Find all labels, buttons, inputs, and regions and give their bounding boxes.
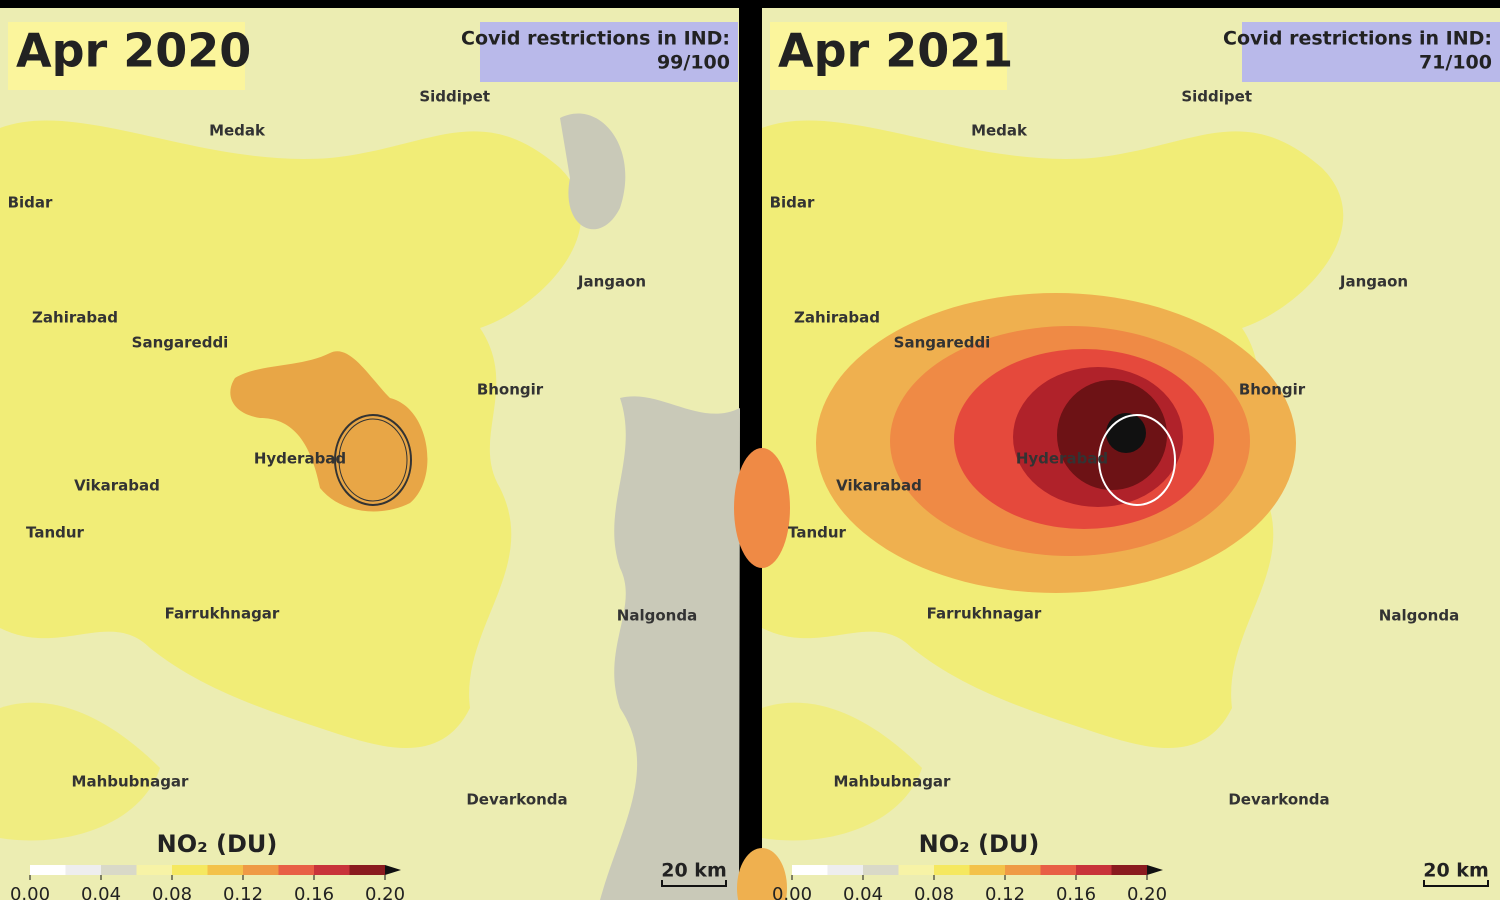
colorbar-segment bbox=[827, 865, 863, 875]
colorbar-segment bbox=[172, 865, 208, 875]
city-label: Devarkonda bbox=[466, 791, 567, 809]
colorbar-segment bbox=[898, 865, 934, 875]
city-label: Vikarabad bbox=[74, 477, 160, 495]
colorbar-tick-label: 0.16 bbox=[1056, 884, 1096, 900]
city-label: Farrukhnagar bbox=[927, 605, 1042, 623]
legend-title: NO₂ (DU) bbox=[919, 830, 1040, 858]
colorbar-segment bbox=[934, 865, 970, 875]
city-label: Hyderabad bbox=[1016, 450, 1108, 468]
colorbar-segment bbox=[314, 865, 350, 875]
restriction-value: 71/100 bbox=[1419, 52, 1492, 74]
city-label: Jangaon bbox=[577, 273, 646, 291]
city-label: Siddipet bbox=[419, 88, 490, 106]
city-label: Nalgonda bbox=[1379, 607, 1459, 625]
no2-contour bbox=[1106, 413, 1146, 453]
no2-yellow bbox=[0, 120, 582, 749]
highlight-ring bbox=[338, 418, 408, 502]
restriction-value: 99/100 bbox=[657, 52, 730, 74]
colorbar-tick-label: 0.04 bbox=[843, 884, 883, 900]
highlight-ring bbox=[1098, 414, 1176, 506]
colorbar-tick-label: 0.20 bbox=[1127, 884, 1167, 900]
no2-orange bbox=[230, 351, 428, 512]
city-label: Tandur bbox=[788, 524, 847, 542]
colorbar-tick-label: 0.20 bbox=[365, 884, 405, 900]
city-label: Zahirabad bbox=[32, 309, 118, 327]
map-panel: Apr 2020 Covid restrictions in IND:99/100… bbox=[0, 8, 740, 900]
colorbar-tick-label: 0.12 bbox=[223, 884, 263, 900]
colorbar-segment bbox=[969, 865, 1005, 875]
colorbar-segment bbox=[863, 865, 899, 875]
city-label: Bhongir bbox=[477, 381, 544, 399]
city-label: Jangaon bbox=[1339, 273, 1408, 291]
title-box bbox=[770, 22, 1007, 90]
colorbar-segment bbox=[1111, 865, 1147, 875]
city-label: Bidar bbox=[8, 194, 53, 212]
scale-label: 20 km bbox=[661, 860, 727, 882]
colorbar-segment bbox=[1005, 865, 1041, 875]
cloud-gap bbox=[560, 113, 626, 230]
colorbar-tick-label: 0.00 bbox=[10, 884, 50, 900]
city-label: Mahbubnagar bbox=[834, 773, 952, 791]
colorbar-tick-label: 0.04 bbox=[81, 884, 121, 900]
restriction-label: Covid restrictions in IND: bbox=[461, 28, 730, 50]
city-label: Medak bbox=[971, 122, 1028, 140]
cloud-gap bbox=[600, 396, 740, 900]
colorbar-segment bbox=[243, 865, 279, 875]
colorbar-segment bbox=[136, 865, 172, 875]
colorbar-segment bbox=[1076, 865, 1112, 875]
colorbar-arrow bbox=[1147, 865, 1163, 875]
city-label: Medak bbox=[209, 122, 266, 140]
city-label: Bhongir bbox=[1239, 381, 1306, 399]
city-label: Tandur bbox=[26, 524, 85, 542]
colorbar-tick-label: 0.16 bbox=[294, 884, 334, 900]
panel-title: Apr 2020 bbox=[16, 24, 251, 78]
panel-title: Apr 2021 bbox=[778, 24, 1013, 78]
colorbar-tick-label: 0.12 bbox=[985, 884, 1025, 900]
colorbar-arrow bbox=[385, 865, 401, 875]
scale-label: 20 km bbox=[1423, 860, 1489, 882]
title-box bbox=[8, 22, 245, 90]
city-label: Hyderabad bbox=[254, 450, 346, 468]
legend-title: NO₂ (DU) bbox=[157, 830, 278, 858]
colorbar-segment bbox=[65, 865, 101, 875]
city-label: Siddipet bbox=[1181, 88, 1252, 106]
restriction-box bbox=[1242, 22, 1500, 82]
highlight-ring bbox=[334, 414, 412, 506]
city-label: Devarkonda bbox=[1228, 791, 1329, 809]
city-label: Zahirabad bbox=[794, 309, 880, 327]
no2-orange bbox=[737, 848, 787, 900]
no2-orange bbox=[734, 448, 790, 568]
restriction-label: Covid restrictions in IND: bbox=[1223, 28, 1492, 50]
city-label: Vikarabad bbox=[836, 477, 922, 495]
scale-bar bbox=[661, 880, 727, 887]
colorbar-segment bbox=[278, 865, 314, 875]
colorbar-tick-label: 0.00 bbox=[772, 884, 812, 900]
restriction-box bbox=[480, 22, 738, 82]
colorbar-segment bbox=[792, 865, 828, 875]
no2-yellow bbox=[0, 702, 160, 841]
city-label: Nalgonda bbox=[617, 607, 697, 625]
colorbar-tick-label: 0.08 bbox=[914, 884, 954, 900]
scale-bar bbox=[1423, 880, 1489, 887]
city-label: Farrukhnagar bbox=[165, 605, 280, 623]
city-label: Bidar bbox=[770, 194, 815, 212]
colorbar-segment bbox=[1040, 865, 1076, 875]
colorbar-segment bbox=[349, 865, 385, 875]
colorbar-segment bbox=[101, 865, 137, 875]
city-label: Sangareddi bbox=[132, 334, 229, 352]
city-label: Sangareddi bbox=[894, 334, 991, 352]
no2-yellow bbox=[762, 702, 922, 841]
colorbar-segment bbox=[30, 865, 66, 875]
colorbar-tick-label: 0.08 bbox=[152, 884, 192, 900]
map-panel: Apr 2021 Covid restrictions in IND:71/100… bbox=[734, 8, 1500, 900]
colorbar-segment bbox=[207, 865, 243, 875]
city-label: Mahbubnagar bbox=[72, 773, 190, 791]
